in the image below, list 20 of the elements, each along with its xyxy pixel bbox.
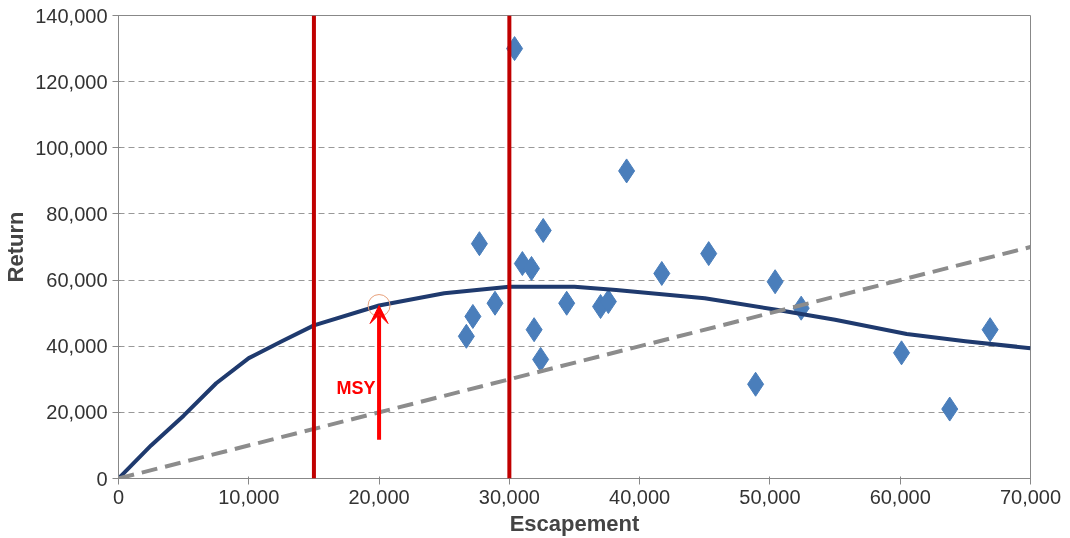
annotation: MSY bbox=[336, 378, 376, 399]
x-tick-label: 40,000 bbox=[609, 485, 671, 508]
y-tick-label: 0 bbox=[96, 467, 108, 490]
y-tick-label: 40,000 bbox=[46, 335, 108, 358]
x-tick-label: 30,000 bbox=[478, 485, 540, 508]
x-tick-label: 0 bbox=[112, 485, 125, 508]
y-tick-label: 140,000 bbox=[35, 4, 108, 27]
x-tick-label: 70,000 bbox=[999, 485, 1062, 508]
x-tick-label: 60,000 bbox=[869, 485, 931, 508]
y-tick-label: 80,000 bbox=[46, 202, 108, 225]
y-axis-title: Return bbox=[3, 211, 29, 283]
x-tick-label: 10,000 bbox=[218, 485, 280, 508]
x-tick-label: 20,000 bbox=[348, 485, 410, 508]
y-tick-label: 60,000 bbox=[46, 269, 108, 292]
x-tick-label: 50,000 bbox=[739, 485, 801, 508]
point bbox=[523, 256, 541, 281]
x-axis-title: Escapement bbox=[509, 510, 640, 536]
y-tick-label: 120,000 bbox=[35, 70, 108, 93]
y-tick-label: 20,000 bbox=[46, 401, 108, 424]
y-tick-label: 100,000 bbox=[35, 136, 108, 159]
